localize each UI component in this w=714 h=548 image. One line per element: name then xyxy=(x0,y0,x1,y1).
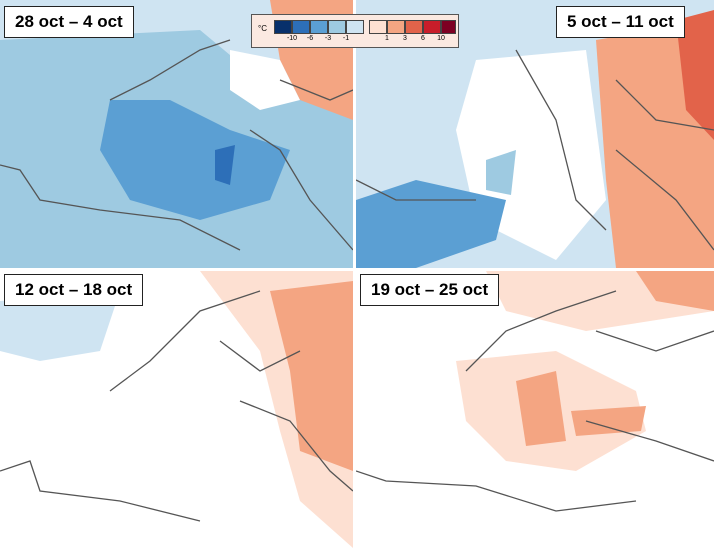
legend-tick: 10 xyxy=(437,35,445,42)
legend-unit: °C xyxy=(258,24,267,33)
anomaly-map xyxy=(356,271,714,548)
legend-tick: -10 xyxy=(286,35,298,42)
period-label: 5 oct – 11 oct xyxy=(556,6,685,38)
legend-tick: -6 xyxy=(306,35,314,42)
period-label: 28 oct – 4 oct xyxy=(4,6,134,38)
legend-swatch xyxy=(328,20,346,34)
legend-tick: -3 xyxy=(324,35,332,42)
legend-swatch xyxy=(369,20,387,34)
legend-tick: 6 xyxy=(421,35,425,42)
legend-swatch xyxy=(441,20,456,34)
legend-tick: -1 xyxy=(342,35,350,42)
legend-tick: 3 xyxy=(403,35,407,42)
map-panel-week-4 xyxy=(356,271,714,548)
legend-swatch xyxy=(346,20,364,34)
map-panel-week-3 xyxy=(0,271,353,548)
period-label: 12 oct – 18 oct xyxy=(4,274,144,306)
legend-swatch xyxy=(292,20,310,34)
anomaly-map xyxy=(0,271,353,548)
period-label: 19 oct – 25 oct xyxy=(360,274,500,306)
legend-swatch xyxy=(387,20,405,34)
legend-swatch xyxy=(310,20,328,34)
legend-swatch xyxy=(423,20,441,34)
legend-swatch xyxy=(405,20,423,34)
legend-tick: 1 xyxy=(385,35,389,42)
legend-swatch xyxy=(274,20,292,34)
color-legend: °C -10 -6 -3 -1 1 3 6 10 xyxy=(251,14,459,48)
